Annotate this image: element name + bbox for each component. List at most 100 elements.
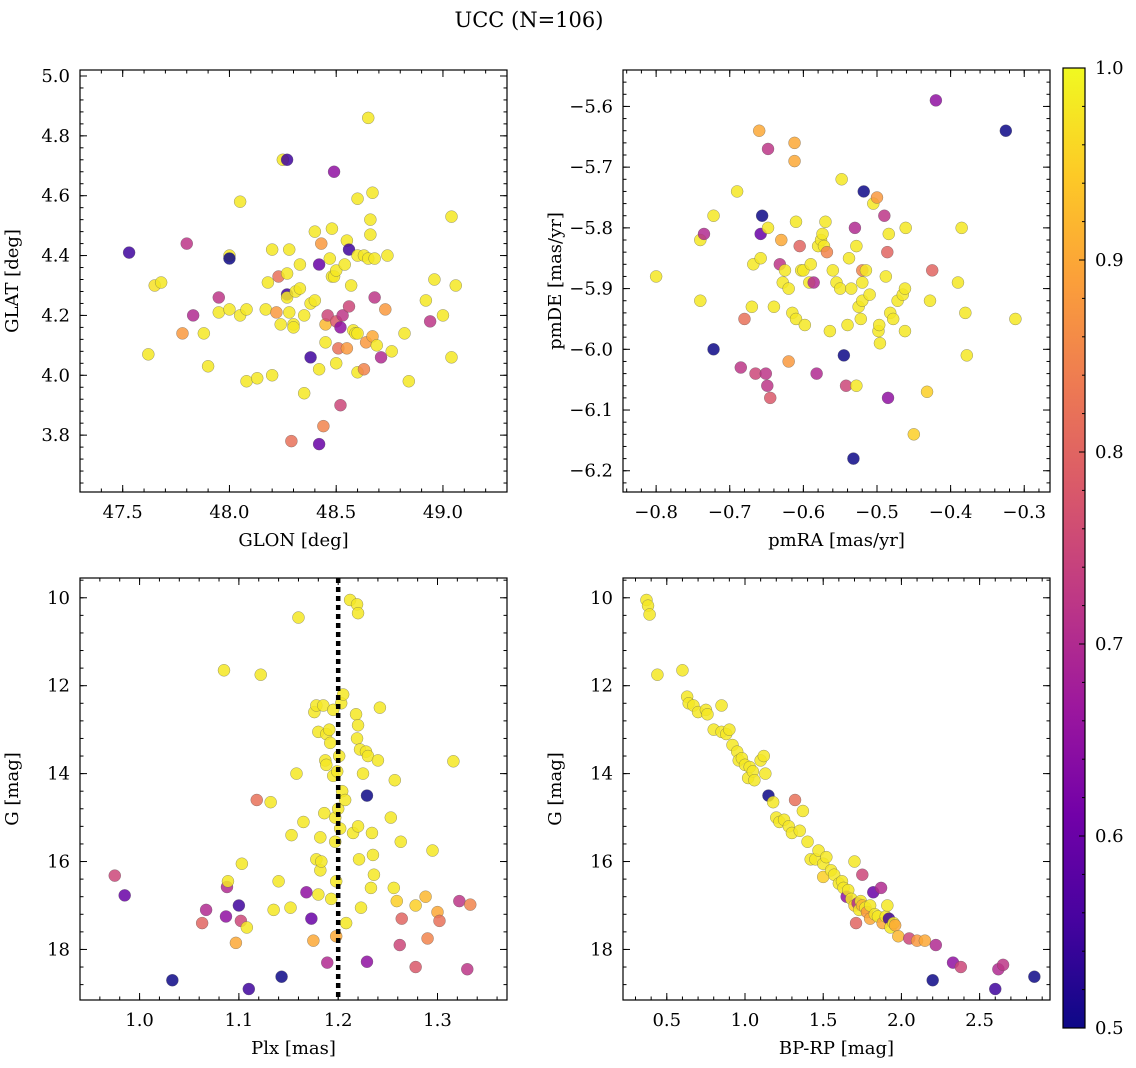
scatter-point [328,835,342,848]
scatter-point [319,336,332,349]
scatter-point [766,795,780,809]
scatter-point [315,237,328,250]
scatter-point [142,348,155,361]
scatter-point [323,252,337,265]
scatter-point [342,300,356,313]
scatter-point [694,294,707,307]
scatter-point [284,901,297,914]
scatter-point [643,608,656,621]
scatter-point [305,912,318,925]
scatter-point [436,309,450,322]
scatter-point [826,264,840,277]
scatter-point [701,708,714,721]
scatter-point [365,826,379,840]
scatter-point [730,185,744,198]
scatter-point [351,820,365,833]
scatter-point [820,850,833,864]
scatter-point [734,361,748,374]
scatter-point [323,723,336,736]
scatter-point [788,793,802,807]
scatter-point [297,815,310,829]
scatter-point [954,960,968,974]
scatter-point [842,251,856,265]
scatter-point [989,982,1002,996]
scatter-point [823,324,837,338]
y-tick-label: −6.2 [569,461,613,482]
scatter-point [433,914,446,928]
panel-bprp-g: 0.5 1.0 1.5 2.0 2.5 10 12 14 16 18 BP-RP [mag] G [m… [545,577,1051,1059]
x-tick-label: −0.8 [634,502,678,523]
axes-frame [79,69,508,493]
scatter-point [180,237,193,250]
x-axis-label: pmRA [mas/yr] [768,530,905,551]
scatter-point [395,912,408,925]
scatter-point [798,318,812,332]
scatter-point [240,921,254,934]
y-tick-label: 16 [590,852,613,873]
scatter-point [379,303,392,316]
x-axis-label: GLON [deg] [238,530,348,551]
scatter-point [428,273,441,286]
scatter-point [844,282,858,295]
scatter-point [320,758,333,772]
scatter-point [323,736,337,750]
scatter-point [199,903,213,917]
scatter-point [881,391,895,405]
scatter-point [327,165,341,179]
colorbar-gradient [1062,67,1086,1029]
scatter-point [265,369,279,382]
scatter-point [999,124,1013,137]
scatter-point [261,276,275,289]
scatter-point [280,291,294,304]
y-tick-label: 3.8 [41,425,70,446]
scatter-point [778,264,792,277]
scatter-point [312,363,326,376]
scatter-point [649,270,663,283]
scatter-point [324,892,338,906]
scatter-point [312,888,325,901]
scatter-point [856,868,869,881]
scatter-point [364,213,377,226]
y-tick-label: −6.1 [569,400,613,421]
x-tick-label: 1.5 [809,1010,838,1031]
scatter-point [195,916,209,930]
scatter-point [874,881,888,895]
scatter-point [651,668,664,681]
scatter-point [715,699,728,712]
scatter-point [996,958,1010,972]
scatter-point [201,360,215,373]
scatter-points [649,94,1022,465]
scatter-point [775,233,788,247]
x-tick-label: 47.5 [103,502,143,523]
x-tick-label: 2.0 [887,1010,916,1031]
scatter-point [212,291,226,304]
scatter-point [959,306,972,320]
scatter-point [280,267,294,280]
colorbar-tick-label: 0.6 [1095,826,1124,847]
scatter-point [833,282,847,295]
scatter-point [398,327,411,340]
x-tick-label: 1.1 [225,1010,254,1031]
scatter-point [297,386,311,400]
x-tick-label: 0.5 [652,1010,681,1031]
scatter-point [361,111,375,125]
scatter-point [388,773,402,787]
scatter-point [349,708,363,721]
y-tick-label: 4.2 [41,305,70,326]
scatter-point [308,225,322,238]
scatter-point [761,142,775,156]
x-axis-label: Plx [mas] [251,1038,336,1059]
scatter-point [926,973,939,987]
scatter-point [242,982,256,996]
scatter-point [254,668,267,681]
scatter-point [461,962,474,976]
scatter-point [368,291,381,304]
scatter-point [707,209,720,222]
scatter-point [419,294,433,307]
scatter-point [898,282,912,295]
x-tick-label: 48.5 [316,502,356,523]
x-tick-label: −0.4 [929,502,973,523]
scatter-point [801,835,814,848]
scatter-point [837,349,851,362]
axes-frame [79,577,508,1001]
